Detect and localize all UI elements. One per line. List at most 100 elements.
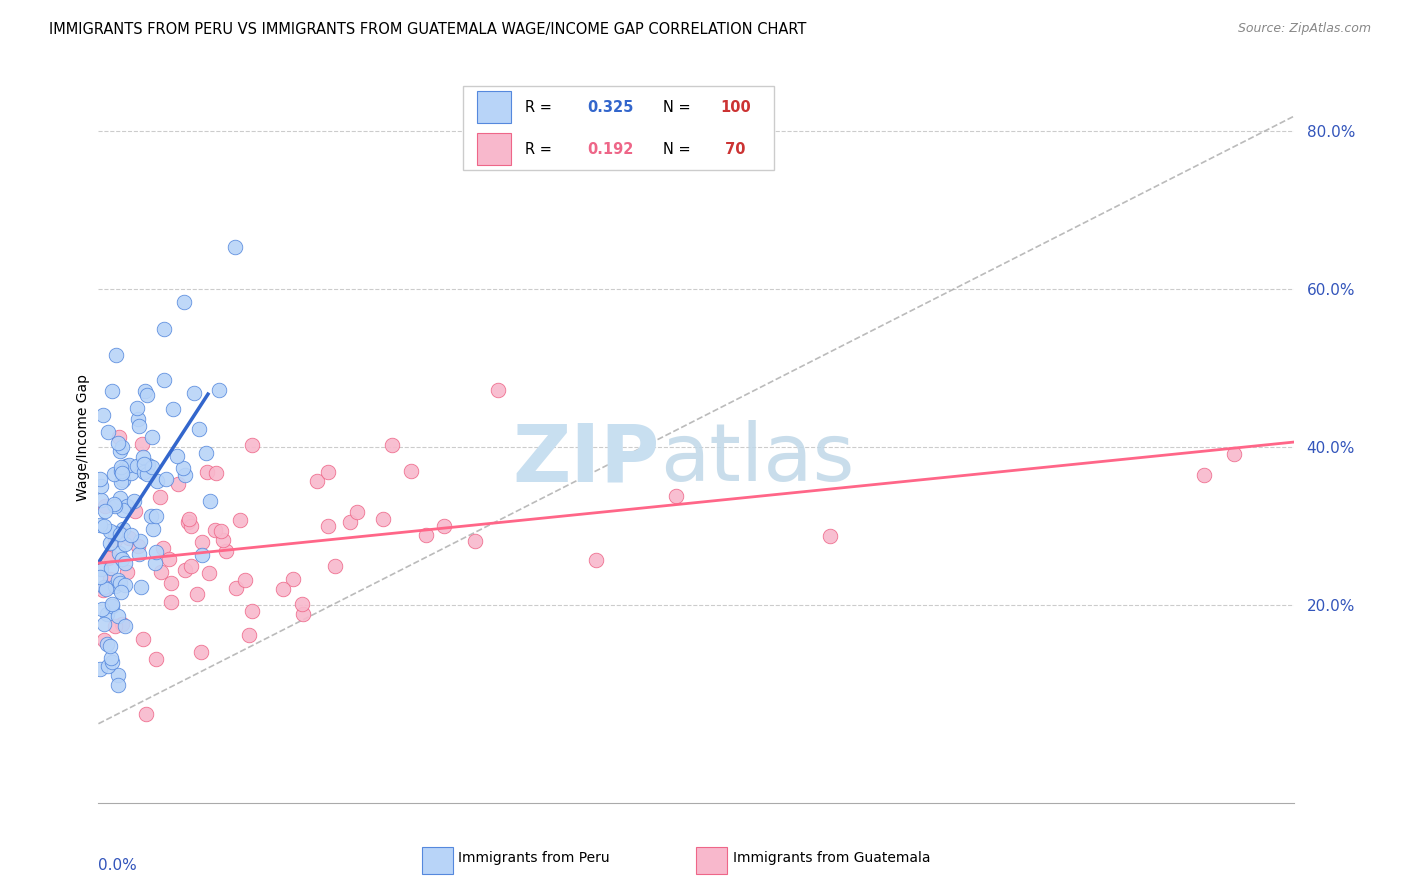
- Point: [159, 595, 181, 609]
- Point: [96, 607, 118, 621]
- Point: [112, 522, 135, 536]
- Point: [225, 581, 247, 595]
- Text: 0.0%: 0.0%: [98, 858, 138, 872]
- Point: [180, 559, 202, 574]
- Point: [108, 576, 131, 591]
- Point: [148, 490, 170, 504]
- Point: [89, 518, 111, 533]
- Point: [1192, 467, 1215, 482]
- Point: [104, 499, 127, 513]
- Point: [93, 519, 115, 533]
- Point: [145, 556, 167, 570]
- Point: [98, 549, 121, 563]
- Point: [104, 348, 127, 362]
- Point: [209, 524, 232, 539]
- Point: [110, 475, 132, 489]
- Point: [108, 526, 131, 541]
- Point: [271, 582, 294, 596]
- Point: [114, 619, 136, 633]
- Point: [207, 383, 229, 397]
- Point: [346, 505, 368, 519]
- Point: [1222, 447, 1246, 461]
- Point: [141, 460, 163, 475]
- Point: [103, 497, 125, 511]
- Point: [91, 583, 114, 598]
- Point: [132, 457, 155, 471]
- Point: [114, 578, 136, 592]
- Point: [89, 662, 111, 676]
- Point: [125, 401, 148, 415]
- Point: [160, 575, 183, 590]
- Point: [104, 579, 127, 593]
- Point: [157, 552, 180, 566]
- Point: [433, 519, 456, 533]
- Point: [292, 607, 315, 621]
- Text: 100: 100: [720, 100, 751, 114]
- Point: [97, 550, 120, 565]
- Point: [111, 440, 134, 454]
- Point: [187, 422, 209, 436]
- Point: [93, 632, 115, 647]
- Point: [90, 602, 112, 616]
- Point: [124, 493, 146, 508]
- Point: [111, 502, 134, 516]
- Point: [110, 466, 132, 480]
- Text: N =: N =: [662, 100, 695, 114]
- Point: [131, 437, 153, 451]
- Point: [97, 425, 120, 439]
- Point: [162, 402, 184, 417]
- Point: [240, 604, 263, 618]
- Point: [104, 618, 127, 632]
- Point: [111, 552, 134, 566]
- Point: [100, 561, 122, 575]
- Point: [93, 499, 115, 513]
- Point: [316, 518, 339, 533]
- FancyBboxPatch shape: [463, 86, 773, 170]
- Point: [98, 524, 121, 539]
- Point: [112, 473, 135, 487]
- Text: N =: N =: [662, 142, 695, 157]
- FancyBboxPatch shape: [477, 91, 510, 123]
- Point: [224, 239, 246, 253]
- Point: [104, 525, 127, 540]
- Point: [108, 546, 131, 560]
- Point: [191, 535, 214, 549]
- Point: [114, 536, 136, 550]
- Point: [98, 536, 121, 550]
- Point: [132, 465, 155, 479]
- Point: [107, 573, 129, 587]
- Point: [198, 494, 221, 508]
- Text: Source: ZipAtlas.com: Source: ZipAtlas.com: [1237, 22, 1371, 36]
- Point: [141, 430, 163, 444]
- Point: [127, 412, 149, 426]
- Point: [585, 553, 607, 567]
- Point: [194, 446, 217, 460]
- Point: [128, 547, 150, 561]
- Point: [103, 467, 125, 482]
- Text: ZIP: ZIP: [513, 420, 661, 498]
- Point: [101, 599, 124, 613]
- Point: [139, 508, 162, 523]
- Point: [177, 515, 200, 529]
- Point: [120, 528, 142, 542]
- Text: IMMIGRANTS FROM PERU VS IMMIGRANTS FROM GUATEMALA WAGE/INCOME GAP CORRELATION CH: IMMIGRANTS FROM PERU VS IMMIGRANTS FROM …: [49, 22, 807, 37]
- Text: atlas: atlas: [661, 420, 855, 498]
- Point: [204, 523, 226, 537]
- Point: [114, 556, 136, 570]
- Point: [152, 541, 174, 556]
- Point: [191, 548, 214, 562]
- Point: [142, 522, 165, 536]
- Point: [173, 468, 195, 483]
- Point: [291, 597, 314, 611]
- Point: [190, 645, 212, 659]
- Point: [153, 373, 176, 387]
- Point: [132, 450, 155, 464]
- Point: [110, 443, 132, 458]
- Point: [110, 584, 132, 599]
- Point: [177, 512, 200, 526]
- Point: [128, 534, 150, 549]
- Point: [464, 534, 486, 549]
- Text: 0.192: 0.192: [588, 142, 634, 157]
- Text: 0.325: 0.325: [588, 100, 634, 114]
- Point: [145, 545, 167, 559]
